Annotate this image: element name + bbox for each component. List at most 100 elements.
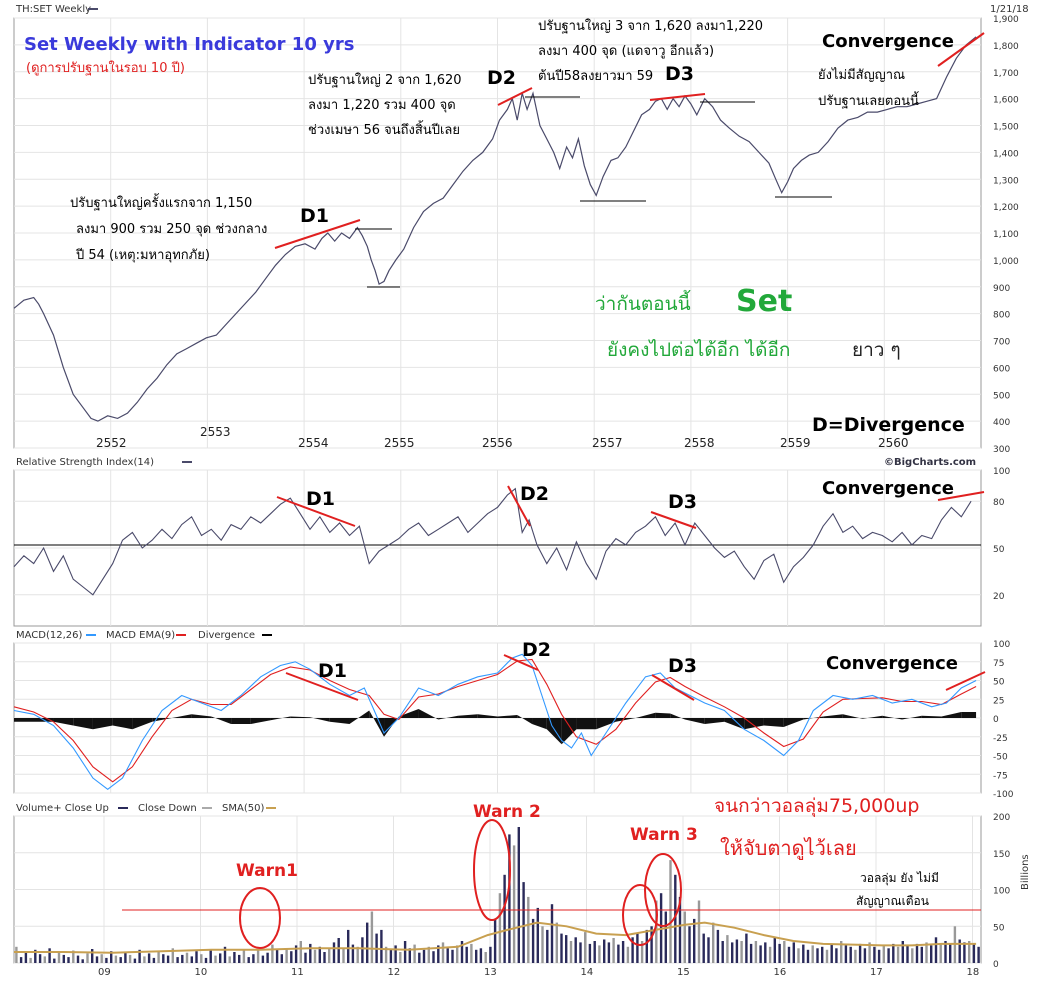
volume-unit-label: Billions <box>1020 854 1031 890</box>
volume-bar <box>920 946 923 963</box>
volume-bar <box>963 942 966 963</box>
price-tick-label: 1,200 <box>993 203 1019 213</box>
volume-tick-label: 200 <box>993 813 1010 823</box>
macd-convergence-line <box>945 671 986 691</box>
divergence-legend: D=Divergence <box>812 414 965 436</box>
volume-bar <box>802 944 805 963</box>
macd-histogram-segment <box>349 710 370 724</box>
volume-bar <box>541 926 544 964</box>
volume-bar <box>190 956 193 963</box>
volume-bar <box>57 952 61 963</box>
volume-y-axis: 0 50 100 150 200 <box>993 813 1010 970</box>
volume-bar <box>427 946 430 963</box>
volume-title-a: Volume+ Close Up <box>16 803 109 814</box>
volume-bar <box>787 946 791 963</box>
volume-bar <box>617 944 620 963</box>
rsi-title: Relative Strength Index(14) <box>16 457 154 468</box>
volume-bar <box>413 944 416 963</box>
volume-bar <box>437 945 440 963</box>
source-credit: ©BigCharts.com <box>884 457 976 468</box>
volume-bar <box>238 954 241 963</box>
note-d1-line1: ปรับฐานใหญ่ครั้งแรกจาก 1,150 <box>70 193 252 211</box>
macd-panel: MACD(12,26) MACD EMA(9) Divergence -100-… <box>13 630 1014 800</box>
volume-bar <box>242 950 246 963</box>
price-tick-label: 1,400 <box>993 149 1019 159</box>
price-tick-label: 400 <box>993 418 1010 428</box>
rsi-divergence-d3 <box>650 511 697 529</box>
volume-bar <box>745 933 748 963</box>
volume-bar <box>299 941 302 963</box>
volume-x-label: 18 <box>967 967 980 978</box>
volume-note-line4: สัญญาณเตือน <box>856 894 929 908</box>
volume-bar <box>645 929 648 963</box>
volume-bar <box>337 938 340 963</box>
volume-bar <box>565 935 568 963</box>
volume-bar <box>465 946 468 963</box>
warn2-circle <box>473 819 511 921</box>
volume-bar <box>498 893 502 963</box>
note-d2-line3: ช่วงเมษา 56 จนถึงสิ้นปีเลย <box>308 120 460 138</box>
rsi-y-axis: 20 50 80 100 <box>993 467 1010 602</box>
macd-tick-label: -75 <box>993 771 1008 781</box>
volume-bar <box>408 948 411 963</box>
macd-histogram-segment <box>546 718 562 745</box>
volume-bar <box>422 949 426 963</box>
volume-bar <box>86 953 89 963</box>
macd-histogram-segment <box>724 718 745 730</box>
volume-x-label: 17 <box>870 967 883 978</box>
volume-bar <box>356 946 359 963</box>
volume-bar <box>162 954 165 963</box>
volume-bar <box>707 937 710 963</box>
note-d3-line3: ต้นปี58ลงยาวมา 59 <box>538 68 653 84</box>
volume-x-label: 15 <box>677 967 690 978</box>
volume-bar <box>138 949 141 963</box>
macd-label-d1: D1 <box>318 660 347 682</box>
volume-bar <box>342 948 345 963</box>
volume-bar <box>124 952 127 963</box>
price-y-axis: 300 400 500 600 700 800 900 1,000 1,100 1,200 1,30… <box>993 15 1019 455</box>
price-tick-label: 1,300 <box>993 176 1019 186</box>
rsi-label-d1: D1 <box>306 488 335 510</box>
volume-bar <box>560 933 563 963</box>
macd-histogram-segment <box>862 715 883 719</box>
macd-histogram-segment <box>576 718 597 730</box>
volume-bar <box>152 957 156 963</box>
macd-divergence-d1 <box>285 672 359 701</box>
volume-bar <box>854 949 857 963</box>
volume-bar <box>574 937 577 963</box>
volume-bar <box>512 845 516 963</box>
macd-ema-title: MACD EMA(9) <box>106 630 175 641</box>
volume-bar <box>185 952 189 963</box>
volume-bar <box>631 937 634 963</box>
macd-histogram-segment <box>171 714 192 718</box>
volume-bar <box>261 955 265 963</box>
macd-histogram-segment <box>112 718 133 730</box>
volume-bar <box>347 929 350 963</box>
volume-bar <box>489 946 492 963</box>
volume-bar <box>664 911 667 963</box>
volume-bar <box>598 945 601 963</box>
rsi-convergence-line <box>937 491 985 501</box>
price-tick-label: 600 <box>993 364 1010 374</box>
rsi-tick-label: 100 <box>993 467 1010 477</box>
macd-histogram-segment <box>561 718 577 745</box>
volume-bar <box>460 941 464 963</box>
volume-bar <box>370 911 374 963</box>
macd-tick-label: 0 <box>993 715 999 725</box>
volume-bar <box>214 955 217 963</box>
macd-histogram-segment <box>684 718 705 724</box>
price-tick-label: 700 <box>993 338 1010 348</box>
macd-line <box>13 653 977 790</box>
price-year-label: 2557 <box>592 436 623 450</box>
volume-bar <box>204 957 208 963</box>
volume-bar <box>432 951 435 963</box>
volume-bar <box>380 929 383 963</box>
volume-bar <box>313 949 317 963</box>
volume-bar <box>19 957 23 963</box>
macd-histogram-segment <box>191 714 212 718</box>
volume-bar <box>792 942 795 963</box>
volume-bar <box>233 952 236 963</box>
volume-bar <box>882 945 885 963</box>
convergence-line-price <box>937 32 985 67</box>
macd-ema-line <box>13 658 977 783</box>
